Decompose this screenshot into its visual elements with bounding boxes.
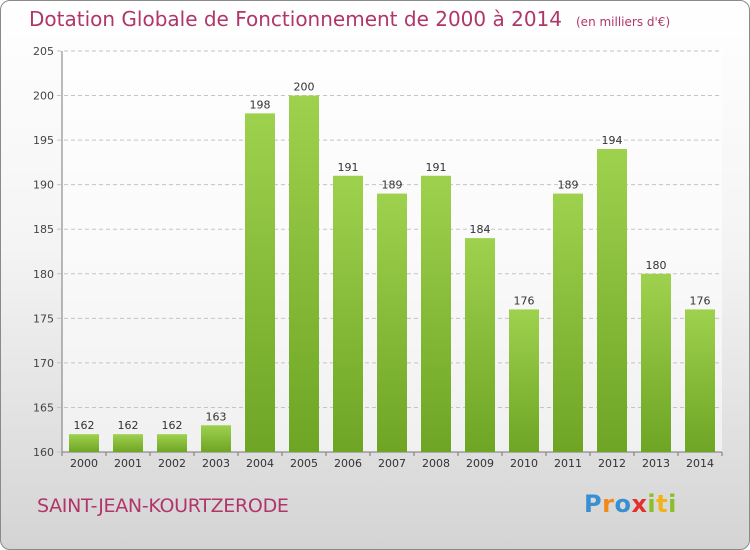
proxiti-logo: Proxiti — [584, 490, 677, 518]
bar-value-label: 180 — [646, 259, 667, 272]
bar-value-label: 194 — [602, 134, 623, 147]
bar — [333, 175, 363, 452]
y-tick-label: 165 — [33, 401, 54, 414]
bar — [201, 425, 231, 452]
logo-letter: t — [656, 490, 669, 518]
x-tick-label: 2005 — [290, 457, 318, 470]
bar — [685, 309, 715, 452]
y-tick-label: 205 — [33, 45, 54, 58]
y-tick-label: 195 — [33, 134, 54, 147]
bar-value-label: 176 — [690, 294, 711, 307]
logo-letter: i — [668, 490, 677, 518]
logo-letter: x — [631, 490, 648, 518]
y-tick-label: 200 — [33, 90, 54, 103]
y-tick-label: 160 — [33, 446, 54, 459]
bar — [245, 113, 275, 452]
bar — [69, 434, 99, 452]
bar-value-label: 162 — [162, 419, 183, 432]
bar — [289, 95, 319, 453]
chart-title: Dotation Globale de Fonctionnement de 20… — [29, 7, 670, 31]
bar-value-label: 162 — [74, 419, 95, 432]
bar — [641, 273, 671, 452]
chart-title-text: Dotation Globale de Fonctionnement de 20… — [29, 7, 562, 31]
x-tick-label: 2008 — [422, 457, 450, 470]
x-tick-label: 2013 — [642, 457, 670, 470]
y-tick-label: 175 — [33, 312, 54, 325]
x-tick-label: 2007 — [378, 457, 406, 470]
logo-letter: i — [647, 490, 657, 518]
bar-value-label: 189 — [382, 179, 403, 192]
bar — [597, 149, 627, 452]
logo-letter: r — [602, 490, 615, 518]
bar-value-label: 191 — [426, 161, 447, 174]
logo-letter: P — [584, 490, 603, 518]
commune-name: SAINT-JEAN-KOURTZERODE — [37, 495, 289, 517]
x-tick-label: 2001 — [114, 457, 142, 470]
x-tick-label: 2006 — [334, 457, 362, 470]
bar — [113, 434, 143, 452]
bar-value-label: 176 — [514, 294, 535, 307]
bar-value-label: 189 — [558, 179, 579, 192]
bar — [421, 175, 451, 452]
x-tick-label: 2003 — [202, 457, 230, 470]
x-tick-label: 2012 — [598, 457, 626, 470]
logo-letter: o — [614, 490, 632, 518]
bar — [465, 238, 495, 452]
unit-note: (en milliers d'€) — [576, 15, 671, 29]
bar-value-label: 162 — [118, 419, 139, 432]
bar-value-label: 191 — [338, 161, 359, 174]
y-tick-label: 180 — [33, 268, 54, 281]
y-tick-label: 185 — [33, 223, 54, 236]
x-tick-label: 2004 — [246, 457, 274, 470]
bar — [377, 193, 407, 453]
x-tick-label: 2011 — [554, 457, 582, 470]
x-tick-label: 2010 — [510, 457, 538, 470]
x-tick-label: 2002 — [158, 457, 186, 470]
x-tick-label: 2009 — [466, 457, 494, 470]
bar-value-label: 198 — [250, 98, 271, 111]
bar — [553, 193, 583, 453]
bar — [157, 434, 187, 452]
bar — [509, 309, 539, 452]
bar-value-label: 163 — [206, 410, 227, 423]
y-tick-label: 170 — [33, 357, 54, 370]
x-tick-label: 2000 — [70, 457, 98, 470]
x-tick-label: 2014 — [686, 457, 714, 470]
bar-value-label: 200 — [294, 81, 315, 94]
bar-value-label: 184 — [470, 223, 491, 236]
y-tick-label: 190 — [33, 179, 54, 192]
